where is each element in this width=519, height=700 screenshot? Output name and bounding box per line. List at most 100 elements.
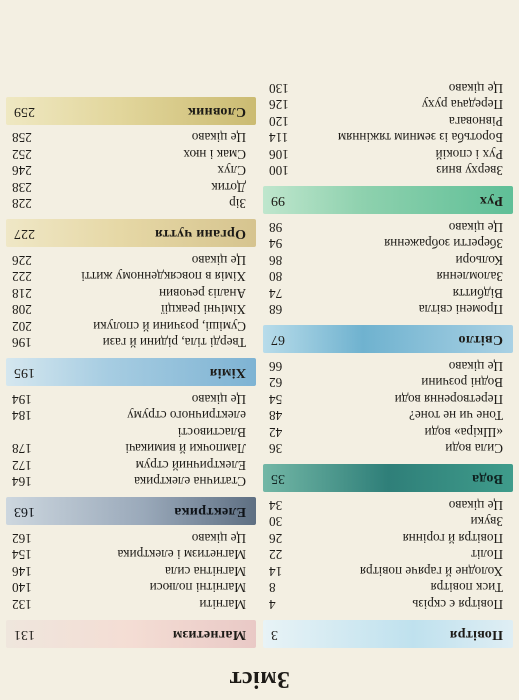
toc-entry: Магнетизм і електрика 154 [6,546,256,563]
toc-entry-page: 252 [12,147,32,162]
toc-entry-title: Статична електрика [134,474,246,490]
toc-entry: Відбиття 74 [263,285,513,301]
toc-entry-title: Сила води [445,441,503,457]
toc-entry-page: 8 [269,580,276,596]
toc-entry: Заломлення 80 [263,268,513,285]
toc-entry-page: 218 [12,286,32,301]
toc-entry-title: Промені світла [418,302,503,318]
toc-entry-title: Водні розчини [421,375,503,391]
toc-entry-title: Це цікаво [191,531,246,546]
toc-entry: Магнітні полюси 140 [6,579,256,596]
section-title: Рух [479,193,503,209]
toc-entry-page: 120 [269,114,289,129]
toc-entry-title: Рівновага [448,114,503,129]
toc-entry-page: 132 [12,597,32,612]
toc-entry: Зверху вниз 100 [263,162,513,179]
toc-entry-page: 178 [12,441,32,457]
toc-entry: Це цікаво 34 [263,497,513,513]
section-title: Повітря [449,627,504,642]
toc-entry: Боротьба із земним тяжінням 114 [263,129,513,146]
section-title: Магнетизм [172,627,246,642]
toc-entry-page: 226 [12,253,32,268]
toc-entry-page: 106 [269,147,289,162]
toc-entry: Це цікаво 194 [6,391,256,407]
toc-entry-title: Електричний струм [135,458,246,473]
toc-entry-page: 94 [269,236,283,252]
section-band: Повітря 3 [263,620,513,648]
toc-entry-title: «Шкіра» води [424,425,503,440]
toc-entry-title: Це цікаво [448,498,503,513]
toc-entry: Зберегти зображення 94 [263,235,513,252]
toc-entry-title: Зір [229,196,246,212]
toc-entry-page: 146 [12,564,32,579]
toc-entry: Хімічні реакції 208 [6,301,256,318]
toc-entry-page: 14 [269,564,283,579]
toc-entry: Лампочки й вимикачі 178 [6,440,256,457]
toc-left-column: Повітря 3 Повітря є скрізь 4 Тиск повітря 8 Хо… [263,80,513,653]
toc-entry-title: Хімія в повсякденному житті [81,269,246,285]
toc-entry: Зір 228 [6,195,256,212]
toc-entry-page: 62 [269,375,283,391]
toc-entry-page: 202 [12,319,32,334]
toc-entry-page: 22 [269,547,283,563]
toc-entry-title: Повітря є скрізь [412,597,503,612]
toc-entry-page: 130 [269,81,289,96]
toc-entry-title: Це цікаво [191,392,246,407]
toc-entry-title: Це цікаво [448,81,503,96]
section-title: Органи чуття [154,226,246,242]
toc-entry-page: 238 [12,180,32,195]
section-band: Хімія 195 [6,358,256,387]
toc-entry: Тоне чи не тоне? 48 [263,407,513,424]
toc-entry: Кольори 86 [263,252,513,268]
section-title: Хімія [209,365,247,381]
toc-entry-title: Передача руху [421,97,503,113]
toc-entry: електричного струму 184 [6,407,256,424]
toc-entry-page: 246 [12,163,32,179]
toc-entry-title: Боротьба із земним тяжінням [337,130,503,146]
toc-entry-page: 54 [269,392,283,407]
toc-entry: Повітря й горіння 26 [263,530,513,546]
toc-entry: Політ 22 [263,546,513,563]
toc-entry: Рух і спокій 106 [263,146,513,162]
toc-entry-page: 74 [269,286,283,301]
toc-entry-title: Звуки [470,514,503,530]
toc-entry-page: 258 [12,130,32,146]
toc-entry-title: Тверді тіла, рідини й гази [102,335,246,351]
toc-entry: Смак і нюх 252 [6,146,256,162]
toc-entry-title: Перетворення води [394,392,503,407]
toc-entry: Слух 246 [6,162,256,179]
toc-entry-title: Заломлення [436,269,503,285]
toc-entry-title: Політ [471,547,503,563]
toc-entry-title: електричного струму [127,408,246,424]
toc-entry-page: 68 [269,302,283,318]
toc-entry-title: Зберегти зображення [384,236,503,252]
toc-entry: Електричний струм 172 [6,457,256,473]
section-title: Світло [458,332,503,348]
toc-entry-title: Кольори [455,253,503,268]
toc-entry-title: Відбиття [452,286,503,301]
toc-entry-title: Холодне й гаряче повітря [359,564,503,579]
toc-entry: Магнітна сила 146 [6,563,256,579]
toc-entry: Це цікаво 130 [263,80,513,96]
toc-entry-title: Властивості [177,425,246,440]
toc-entry-page: 194 [12,392,32,407]
toc-entry-page: 48 [269,408,283,424]
toc-entry-title: Повітря й горіння [402,531,503,546]
section-title: Словник [187,104,246,119]
toc-entry-title: Це цікаво [448,359,503,374]
section-page-number: 195 [14,365,35,381]
toc-entry: Тверді тіла, рідини й гази 196 [6,334,256,351]
toc-entry-page: 126 [269,97,289,113]
toc-entry-title: Магнітна сила [164,564,246,579]
toc-entry: Це цікаво 66 [263,358,513,374]
toc-entry-title: Магнітні полюси [149,580,246,596]
toc-entry-title: Слух [217,163,246,179]
toc-entry-page: 86 [269,253,283,268]
toc-entry: Властивості [6,424,256,440]
toc-entry: Аналіз речовин 218 [6,285,256,301]
toc-entry-title: Це цікаво [191,253,246,268]
page-title: Зміст [229,666,290,692]
toc-right-column: Магнетизм 131 Магніти 132 Магнітні полюси 140… [6,89,256,652]
section-page-number: 131 [14,627,35,642]
toc-entry: Повітря є скрізь 4 [263,596,513,612]
